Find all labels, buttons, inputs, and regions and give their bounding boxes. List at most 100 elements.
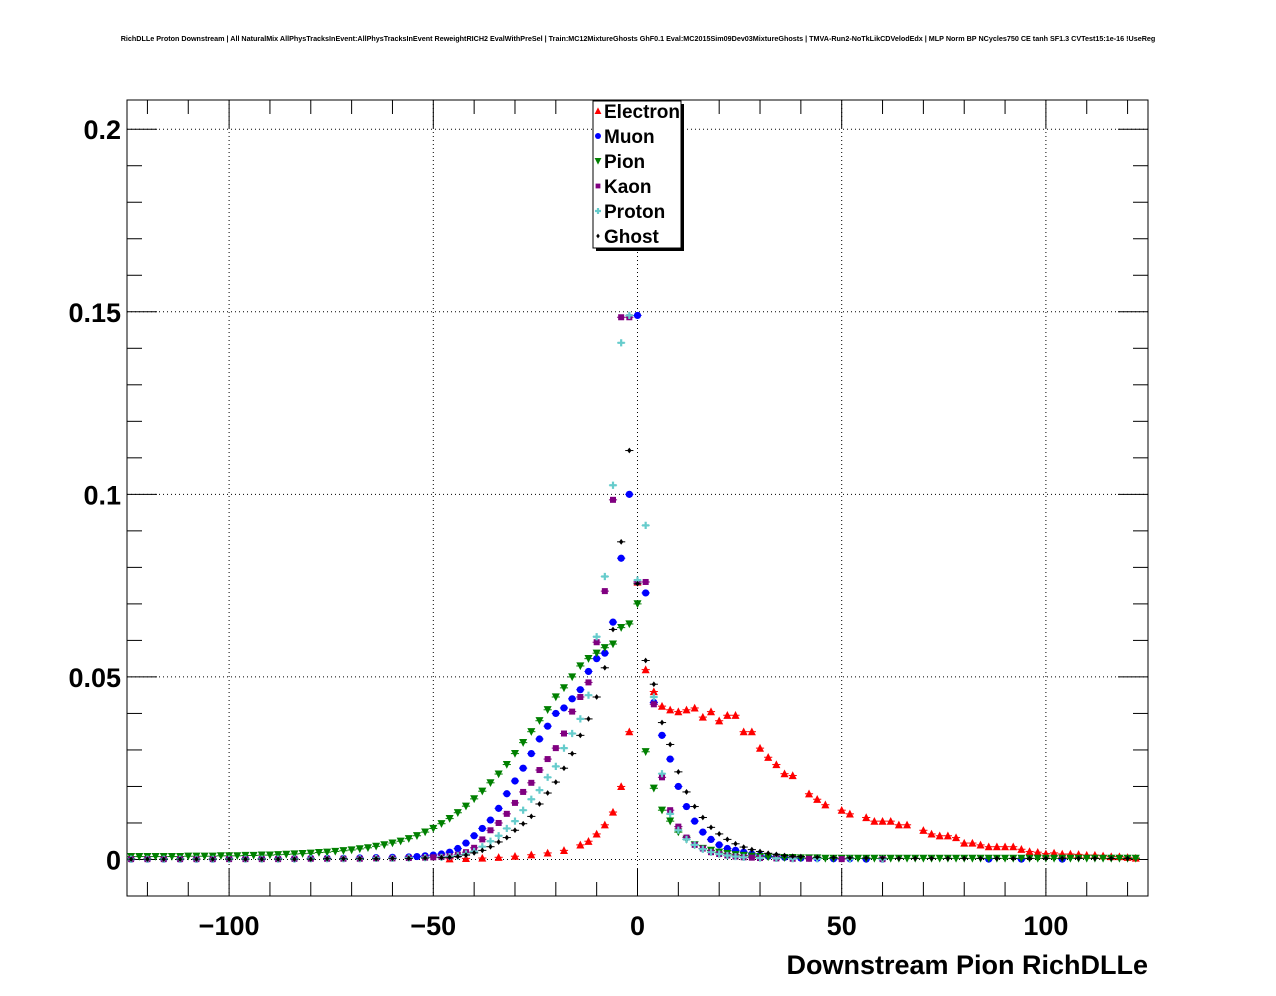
data-point-pion — [584, 655, 593, 663]
data-point-pion — [437, 820, 446, 828]
data-point-electron — [837, 805, 846, 814]
data-point-ghost — [1092, 855, 1098, 862]
data-point-ghost — [692, 803, 697, 810]
data-point-pion — [886, 854, 895, 863]
data-point-pion — [649, 784, 658, 793]
legend-marker-pion — [594, 158, 602, 165]
data-point-kaon — [650, 701, 657, 708]
data-point-ghost — [308, 856, 313, 863]
data-point-pion — [1115, 854, 1124, 863]
data-point-ghost — [177, 856, 183, 863]
data-point-kaon — [659, 774, 666, 781]
data-point-electron — [723, 711, 732, 719]
axes: −100 −50 0 50 100 0 0.05 0.1 0.15 0.2 — [68, 99, 1149, 941]
data-point-proton — [560, 744, 568, 752]
data-point-pion — [421, 828, 430, 837]
data-point-muon — [527, 749, 535, 758]
data-point-pion — [486, 779, 495, 788]
data-point-muon — [642, 589, 650, 597]
data-point-pion — [380, 841, 389, 850]
data-point-ghost — [161, 856, 166, 863]
data-point-electron — [878, 816, 887, 825]
data-point-ghost — [766, 850, 771, 857]
data-point-ghost — [774, 851, 779, 858]
data-point-proton — [519, 806, 527, 814]
data-point-kaon — [838, 856, 845, 863]
legend-marker-ghost — [596, 233, 600, 239]
x-axis-label: Downstream Pion RichDLLe — [786, 950, 1148, 980]
data-point-electron — [821, 800, 830, 809]
legend-box — [592, 100, 682, 249]
data-point-electron — [927, 829, 936, 838]
data-point-electron — [527, 850, 536, 859]
data-point-electron — [715, 716, 724, 725]
data-point-ghost — [275, 856, 281, 863]
data-point-kaon — [593, 639, 600, 646]
data-point-muon — [454, 844, 462, 853]
data-point-muon — [560, 704, 568, 712]
data-point-muon — [593, 655, 601, 663]
data-point-pion — [968, 854, 977, 863]
data-point-ghost — [324, 855, 330, 862]
legend-entry-electron: Electron — [604, 102, 680, 123]
x-tick-label: 100 — [1023, 911, 1068, 941]
data-point-ghost — [520, 820, 526, 827]
data-point-pion — [535, 717, 544, 725]
data-point-ghost — [373, 855, 379, 862]
data-point-ghost — [978, 855, 983, 862]
data-point-ghost — [357, 855, 362, 862]
data-point-kaon — [471, 844, 478, 851]
data-point-pion — [306, 849, 315, 858]
data-point-ghost — [545, 790, 550, 796]
data-point-ghost — [447, 854, 452, 861]
data-point-ghost — [831, 854, 836, 861]
data-point-muon — [470, 832, 478, 840]
data-point-pion — [519, 739, 528, 747]
data-point-electron — [870, 816, 879, 825]
data-point-pion — [984, 854, 993, 863]
data-point-pion — [388, 839, 397, 848]
data-point-muon — [658, 731, 666, 739]
data-point-pion — [551, 693, 560, 702]
data-point-kaon — [503, 810, 510, 817]
series-electron — [445, 577, 1140, 863]
data-point-pion — [1082, 854, 1091, 863]
data-point-ghost — [578, 732, 583, 739]
data-point-proton — [552, 762, 560, 770]
data-point-ghost — [561, 765, 567, 772]
data-point-proton — [740, 853, 748, 861]
data-point-muon — [535, 735, 544, 743]
data-point-electron — [666, 705, 675, 714]
legend-entry-kaon: Kaon — [604, 177, 652, 198]
data-point-kaon — [560, 730, 567, 737]
data-point-ghost — [341, 855, 346, 862]
data-point-ghost — [610, 626, 616, 633]
data-point-muon — [544, 722, 552, 730]
data-point-ghost — [627, 447, 632, 454]
x-tick-label: 0 — [630, 911, 645, 941]
data-point-electron — [690, 703, 699, 712]
series-ghost — [127, 447, 1132, 863]
data-point-ghost — [619, 538, 624, 545]
data-point-electron — [494, 853, 503, 861]
data-point-pion — [323, 848, 332, 857]
data-point-pion — [1001, 854, 1010, 863]
data-point-electron — [617, 782, 626, 791]
data-point-electron — [984, 842, 993, 851]
data-point-electron — [478, 853, 487, 862]
data-point-ghost — [864, 855, 869, 861]
data-point-electron — [608, 807, 617, 816]
data-point-kaon — [479, 836, 486, 843]
data-point-proton — [650, 693, 658, 701]
data-point-muon — [715, 841, 723, 849]
data-point-ghost — [676, 768, 681, 775]
data-point-pion — [470, 795, 479, 804]
data-point-pion — [355, 845, 364, 854]
data-point-pion — [608, 640, 617, 649]
data-point-electron — [658, 701, 667, 710]
data-point-ghost — [480, 847, 485, 854]
data-point-proton — [576, 715, 584, 723]
y-tick-label: 0 — [106, 845, 121, 875]
data-point-ghost — [757, 848, 763, 855]
data-point-pion — [339, 847, 348, 855]
